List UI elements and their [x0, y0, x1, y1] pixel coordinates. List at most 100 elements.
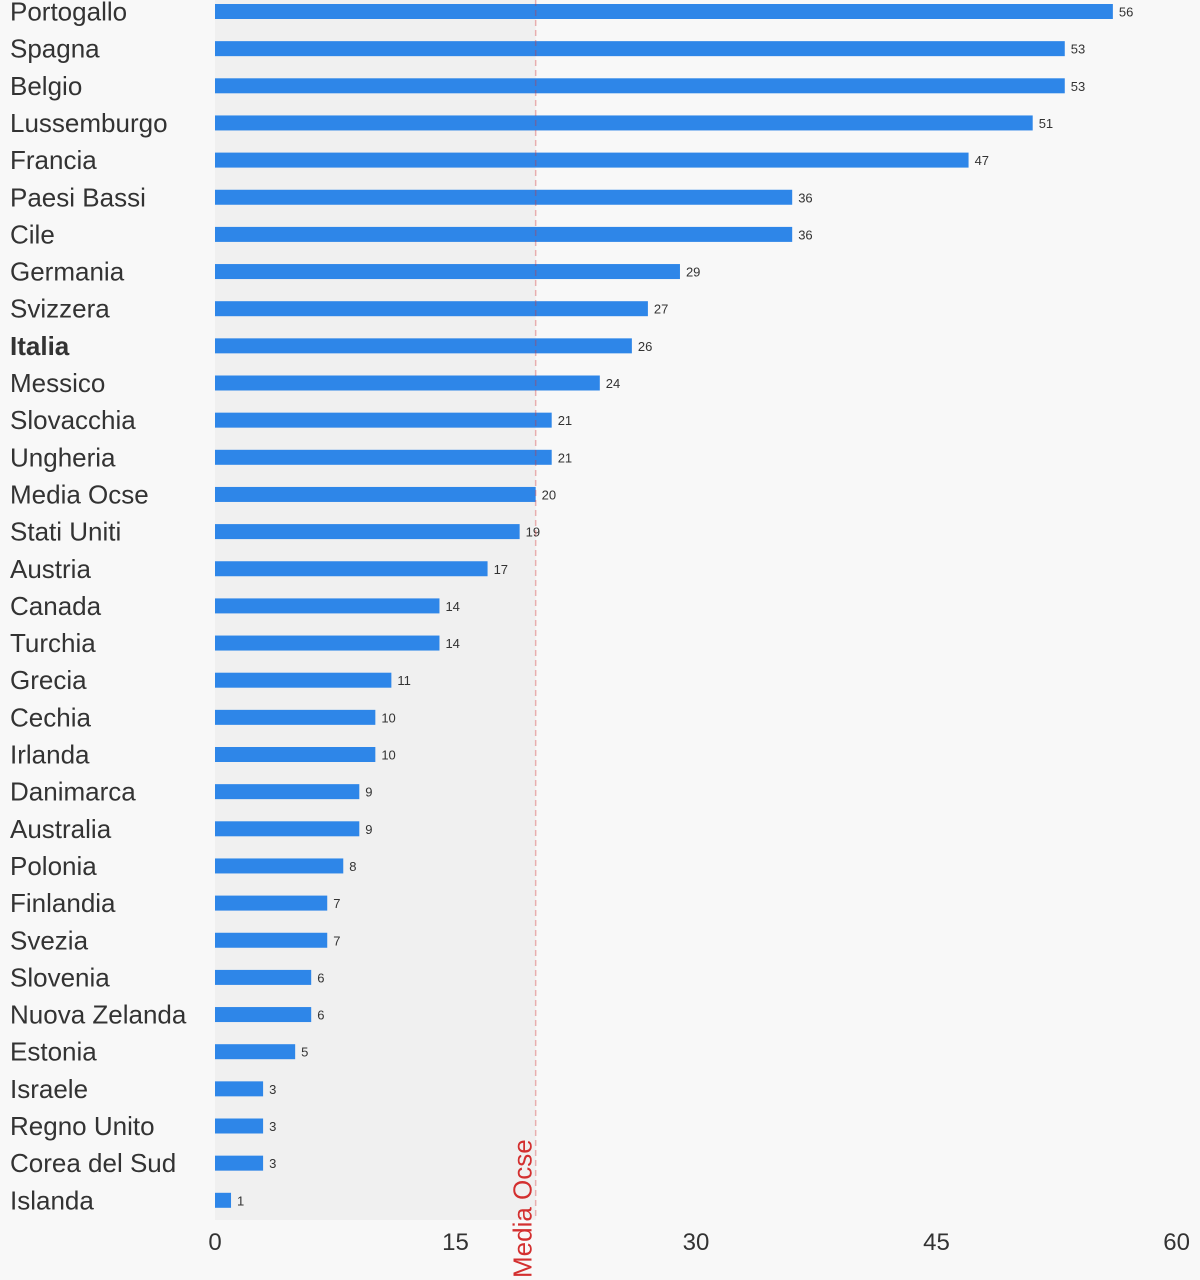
category-label: Svezia: [10, 925, 89, 955]
value-label: 3: [269, 1082, 276, 1097]
bar: [215, 672, 392, 688]
bar: [215, 226, 793, 242]
value-label: 3: [269, 1119, 276, 1134]
value-label: 24: [606, 376, 620, 391]
value-label: 6: [317, 1008, 324, 1023]
bar: [215, 784, 360, 800]
category-label: Slovenia: [10, 962, 110, 992]
value-label: 47: [975, 153, 989, 168]
category-label: Regno Unito: [10, 1111, 155, 1141]
bar: [215, 1118, 264, 1134]
value-label: 21: [558, 413, 572, 428]
category-label: Germania: [10, 257, 125, 287]
category-label: Portogallo: [10, 0, 127, 27]
bar: [215, 1192, 232, 1208]
category-label: Polonia: [10, 851, 97, 881]
value-label: 11: [397, 673, 411, 688]
category-label: Francia: [10, 145, 97, 175]
value-label: 14: [445, 599, 459, 614]
category-label: Canada: [10, 591, 102, 621]
value-label: 10: [381, 748, 395, 763]
category-label: Estonia: [10, 1037, 97, 1067]
bar: [215, 598, 440, 614]
category-label: Nuova Zelanda: [10, 1000, 187, 1030]
value-label: 17: [494, 562, 508, 577]
category-label: Ungheria: [10, 442, 116, 472]
category-label: Italia: [10, 331, 70, 361]
value-label: 36: [798, 190, 812, 205]
value-label: 5: [301, 1045, 308, 1060]
category-label: Spagna: [10, 34, 100, 64]
value-label: 27: [654, 302, 668, 317]
value-label: 14: [445, 636, 459, 651]
bar: [215, 412, 552, 428]
bar: [215, 301, 648, 317]
value-label: 7: [333, 896, 340, 911]
x-tick-label: 45: [923, 1229, 950, 1256]
bar: [215, 747, 376, 762]
category-label: Cile: [10, 219, 55, 249]
value-label: 10: [381, 710, 395, 725]
x-tick-label: 60: [1163, 1229, 1190, 1256]
value-label: 21: [558, 450, 572, 465]
category-label: Lussemburgo: [10, 108, 168, 138]
bar: [215, 41, 1065, 57]
bar: [215, 709, 376, 725]
value-label: 20: [542, 487, 556, 502]
category-label: Slovacchia: [10, 405, 136, 435]
bar: [215, 375, 600, 391]
value-label: 7: [333, 933, 340, 948]
value-label: 3: [269, 1156, 276, 1171]
category-label: Danimarca: [10, 777, 136, 807]
value-label: 29: [686, 265, 700, 280]
bar: [215, 821, 360, 837]
value-label: 8: [349, 859, 356, 874]
category-label: Stati Uniti: [10, 517, 121, 547]
category-label: Australia: [10, 814, 112, 844]
bar: [215, 78, 1065, 94]
value-label: 9: [365, 785, 372, 800]
value-label: 53: [1071, 42, 1085, 57]
category-label: Turchia: [10, 628, 96, 658]
category-label: Finlandia: [10, 888, 116, 918]
value-label: 1: [237, 1193, 244, 1208]
bar: [215, 338, 632, 354]
category-label: Messico: [10, 368, 105, 398]
x-tick-label: 0: [208, 1229, 221, 1256]
category-label: Belgio: [10, 71, 82, 101]
category-label: Austria: [10, 554, 91, 584]
bar: [215, 115, 1033, 131]
reference-line-label: Media Ocse: [508, 1139, 538, 1278]
category-label: Media Ocse: [10, 479, 149, 509]
value-label: 6: [317, 970, 324, 985]
category-label: Islanda: [10, 1185, 94, 1215]
bar: [215, 449, 552, 465]
bar: [215, 189, 793, 205]
bar: [215, 969, 312, 985]
bar: [215, 1007, 312, 1023]
bar: [215, 858, 344, 874]
category-label: Paesi Bassi: [10, 182, 146, 212]
bar: [215, 1155, 264, 1171]
bar: [215, 635, 440, 651]
bar: [215, 1044, 296, 1060]
value-label: 53: [1071, 79, 1085, 94]
x-tick-label: 15: [442, 1229, 469, 1256]
value-label: 9: [365, 822, 372, 837]
bar: [215, 1081, 264, 1097]
category-label: Israele: [10, 1074, 88, 1104]
x-tick-label: 30: [683, 1229, 710, 1256]
bar: [215, 524, 520, 540]
bar: [215, 486, 536, 502]
bar: [215, 561, 488, 577]
bar: [215, 932, 328, 948]
bar: [215, 4, 1113, 19]
bar: [215, 152, 969, 168]
bar: [215, 895, 328, 911]
category-label: Corea del Sud: [10, 1148, 176, 1178]
bar: [215, 264, 680, 280]
value-label: 26: [638, 339, 652, 354]
category-label: Grecia: [10, 665, 87, 695]
category-label: Cechia: [10, 702, 91, 732]
